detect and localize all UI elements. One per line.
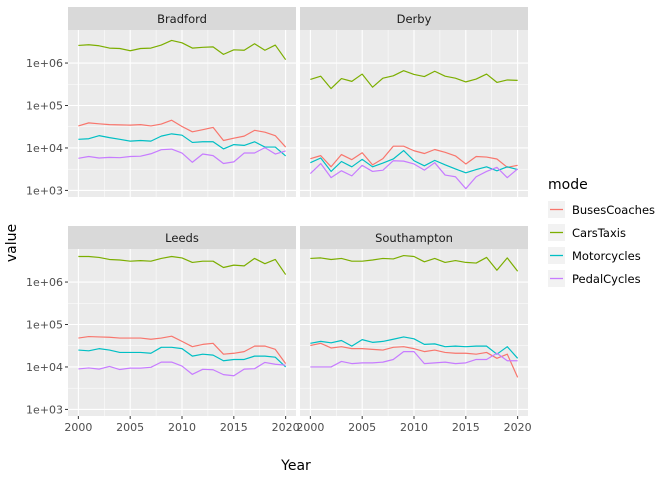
panel-leeds: Leeds 1e+03 1e+04 1e+05 1e+06 2000 2005 2010 201… (26, 226, 300, 434)
x-axis-title: Year (280, 458, 311, 474)
panel-derby: Derby (300, 7, 528, 197)
y-tick-label: 1e+06 (26, 276, 63, 289)
legend: mode BusesCoaches CarsTaxis Motorcycles Ped… (548, 177, 655, 287)
series-line-leeds-motorcycles (78, 346, 287, 368)
strip-label-bradford: Bradford (157, 12, 207, 26)
y-tick-label: 1e+05 (26, 319, 63, 332)
strip-leeds (68, 226, 296, 249)
legend-label-busescoaches: BusesCoaches (572, 203, 655, 217)
y-tick-label: 1e+03 (26, 403, 63, 416)
legend-label-pedalcycles: PedalCycles (572, 272, 641, 286)
x-tick-label: 2000 (64, 421, 92, 434)
strip-bradford (68, 7, 296, 30)
legend-label-motorcycles: Motorcycles (572, 249, 641, 263)
x-tick-label: 2020 (504, 421, 532, 434)
strip-label-southampton: Southampton (375, 231, 453, 245)
x-tick-label: 2010 (400, 421, 428, 434)
x-tick-label: 2000 (296, 421, 324, 434)
series-line-derby-pedalcycles (309, 160, 519, 190)
y-axis-title: value (4, 224, 20, 262)
y-tick-label: 1e+06 (26, 57, 63, 70)
legend-title: mode (548, 177, 588, 193)
strip-label-leeds: Leeds (165, 231, 199, 245)
panel-southampton: Southampton 2000 2005 2010 2015 2020 (296, 226, 532, 434)
x-tick-label: 2005 (116, 421, 144, 434)
strip-southampton (300, 226, 528, 249)
y-tick-label: 1e+04 (26, 142, 63, 155)
legend-label-carstaxis: CarsTaxis (572, 226, 626, 240)
strip-derby (300, 7, 528, 30)
facet-panels: Bradford 1e+03 1e+04 1e+05 1e+06 Derby Leeds 1e… (26, 7, 532, 434)
strip-label-derby: Derby (397, 12, 432, 26)
y-tick-label: 1e+05 (26, 100, 63, 113)
series-line-southampton-busescoaches (310, 342, 519, 378)
series-line-southampton-carstaxis (310, 254, 519, 272)
x-tick-label: 2010 (168, 421, 196, 434)
series-line-leeds-pedalcycles (78, 361, 286, 377)
series-line-derby-busescoaches (310, 145, 518, 168)
series-line-leeds-carstaxis (78, 255, 287, 275)
x-tick-label: 2015 (452, 421, 480, 434)
series-line-bradford-motorcycles (78, 133, 287, 157)
series-line-leeds-busescoaches (78, 335, 287, 364)
x-tick-label: 2005 (348, 421, 376, 434)
series-line-bradford-carstaxis (78, 39, 287, 61)
y-tick-label: 1e+03 (26, 184, 63, 197)
x-tick-label: 2020 (272, 421, 300, 434)
x-tick-label: 2015 (220, 421, 248, 434)
y-tick-label: 1e+04 (26, 361, 63, 374)
panel-bradford: Bradford 1e+03 1e+04 1e+05 1e+06 (26, 7, 296, 197)
series-line-derby-carstaxis (310, 70, 518, 90)
series-line-bradford-pedalcycles (78, 147, 286, 165)
series-line-southampton-pedalcycles (310, 351, 518, 368)
series-line-bradford-busescoaches (78, 119, 287, 148)
series-line-derby-motorcycles (310, 149, 518, 174)
series-line-southampton-motorcycles (310, 336, 519, 359)
